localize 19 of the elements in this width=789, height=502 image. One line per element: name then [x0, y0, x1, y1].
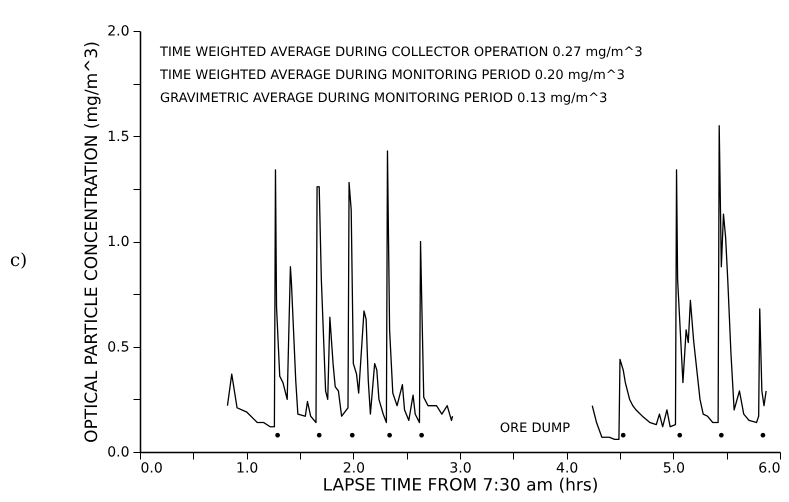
- x-tick-label: 3.0: [449, 460, 472, 476]
- x-tick-label: 0.0: [140, 460, 163, 476]
- annotation: ORE DUMP: [500, 421, 570, 436]
- y-tick-label: 0.0: [107, 444, 130, 460]
- annotation: TIME WEIGHTED AVERAGE DURING COLLECTOR OPERATION 0.27 mg/m^3: [159, 45, 643, 60]
- x-tick-label: 1.0: [236, 460, 258, 476]
- y-axis-title: OPTICAL PARTICLE CONCENTRATION (mg/m^3): [82, 41, 102, 443]
- x-tick-label: 5.0: [662, 460, 685, 476]
- x-tick-label: 4.0: [556, 460, 578, 476]
- x-axis-title: LAPSE TIME FROM 7:30 am (hrs): [322, 476, 598, 496]
- text: c): [10, 250, 28, 271]
- x-tick-label: 6.0: [758, 460, 780, 476]
- y-tick-label: 0.5: [107, 339, 130, 356]
- x-tick-label: 2.0: [342, 460, 365, 476]
- y-tick-label: 2.0: [107, 24, 130, 40]
- y-tick-label: 1.5: [107, 128, 130, 145]
- y-tick-label: 1.0: [107, 234, 130, 250]
- annotation: GRAVIMETRIC AVERAGE DURING MONITORING PERIOD 0.13 mg/m^3: [160, 91, 608, 106]
- annotation: TIME WEIGHTED AVERAGE DURING MONITORING PERIOD 0.20 mg/m^3: [159, 68, 625, 83]
